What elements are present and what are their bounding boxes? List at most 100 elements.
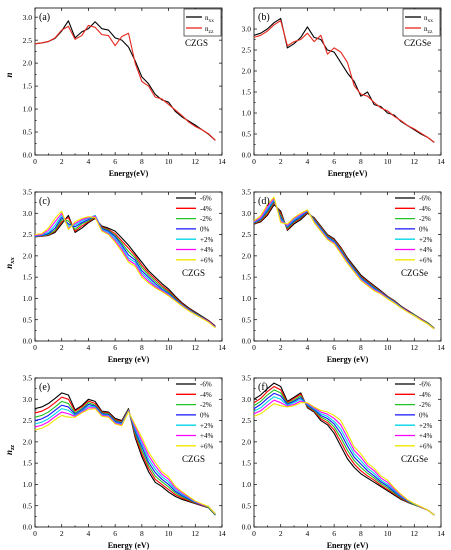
x-tick-label: 14 bbox=[218, 157, 226, 166]
panel-label: (f) bbox=[258, 382, 268, 393]
y-tick-label: 1.5 bbox=[23, 273, 33, 282]
x-tick-label: 14 bbox=[437, 157, 445, 166]
series-line bbox=[253, 196, 435, 330]
series-line bbox=[253, 204, 435, 329]
y-tick-label: 0.0 bbox=[23, 151, 33, 160]
y-tick-label: 0.5 bbox=[242, 501, 252, 510]
x-axis-label: Energy (eV) bbox=[108, 541, 150, 550]
x-tick-label: 0 bbox=[33, 343, 37, 352]
x-tick-label: 10 bbox=[165, 529, 173, 538]
chart-panel: 0 2 4 6 8 10 12 14 0.0 0.5 1.0 1.5 2.0 2.5 3.0 Energy(e… bbox=[23, 7, 226, 178]
y-tick-label: 3.5 bbox=[23, 374, 33, 383]
legend-label: +2% bbox=[419, 422, 432, 430]
x-axis-label: Energy (eV) bbox=[327, 541, 369, 550]
x-tick-label: 10 bbox=[165, 157, 173, 166]
x-tick-label: 12 bbox=[192, 529, 200, 538]
chart-panel: 0 2 4 6 8 10 12 14 0.0 0.5 1.0 1.5 2.0 2.5 3.0 Energy(e… bbox=[242, 7, 445, 178]
y-tick-label: 3.0 bbox=[23, 395, 33, 404]
legend-label: -6% bbox=[200, 381, 212, 389]
x-tick-label: 6 bbox=[332, 529, 336, 538]
x-tick-label: 0 bbox=[33, 157, 37, 166]
x-tick-label: 2 bbox=[60, 343, 64, 352]
y-tick-label: 0.0 bbox=[242, 151, 252, 160]
series-line bbox=[253, 385, 435, 516]
x-axis-label: Energy (eV) bbox=[108, 355, 150, 364]
y-tick-label: 3.0 bbox=[23, 13, 33, 22]
y-tick-label: 1.0 bbox=[242, 480, 252, 489]
chart-panel: 0 2 4 6 8 10 12 14 0.0 0.5 1.0 1.5 2.0 2.5 3.0 3.5 Energ… bbox=[23, 374, 226, 550]
x-tick-label: 2 bbox=[279, 343, 283, 352]
y-tick-label: 1.5 bbox=[23, 82, 33, 91]
panel-label: (a) bbox=[39, 12, 50, 23]
panel-label: (e) bbox=[39, 382, 50, 393]
x-tick-label: 12 bbox=[192, 343, 200, 352]
x-tick-label: 8 bbox=[140, 157, 144, 166]
legend-box bbox=[402, 8, 441, 37]
x-tick-label: 10 bbox=[384, 157, 392, 166]
chart-panel: 0 2 4 6 8 10 12 14 0.0 0.5 1.0 1.5 2.0 2.5 3.0 3.5 Energ… bbox=[23, 188, 226, 364]
legend-label: +4% bbox=[200, 432, 213, 440]
series-line bbox=[34, 24, 216, 141]
y-tick-label: 3.0 bbox=[242, 209, 252, 218]
legend-label: -2% bbox=[419, 215, 431, 223]
x-tick-label: 8 bbox=[359, 157, 363, 166]
y-tick-label: 0.5 bbox=[242, 130, 252, 139]
y-axis-label: nzz bbox=[4, 444, 16, 455]
x-axis-label: Energy(eV) bbox=[328, 169, 368, 178]
legend-label: +6% bbox=[200, 256, 213, 264]
series-line bbox=[34, 408, 216, 515]
x-tick-label: 8 bbox=[359, 529, 363, 538]
x-tick-label: 14 bbox=[218, 529, 226, 538]
x-axis-label: Energy (eV) bbox=[327, 355, 369, 364]
legend-label: -4% bbox=[200, 391, 212, 399]
panel-label: (b) bbox=[258, 12, 270, 23]
legend-label: +2% bbox=[200, 236, 213, 244]
series-line bbox=[253, 20, 435, 143]
legend-label-sub: zz bbox=[209, 29, 214, 35]
legend-label: +4% bbox=[419, 432, 432, 440]
y-tick-label: 0.5 bbox=[242, 315, 252, 324]
x-tick-label: 0 bbox=[252, 529, 256, 538]
x-tick-label: 14 bbox=[218, 343, 226, 352]
legend-label: -6% bbox=[419, 381, 431, 389]
legend-label: -4% bbox=[419, 205, 431, 213]
x-tick-label: 10 bbox=[384, 343, 392, 352]
y-tick-label: 2.0 bbox=[242, 67, 252, 76]
x-tick-label: 6 bbox=[332, 343, 336, 352]
x-tick-label: 8 bbox=[140, 343, 144, 352]
y-tick-label: 3.5 bbox=[242, 188, 252, 197]
x-tick-label: 6 bbox=[332, 157, 336, 166]
legend-box bbox=[183, 8, 222, 37]
legend-label: +6% bbox=[419, 442, 432, 450]
y-tick-label: 2.5 bbox=[23, 230, 33, 239]
legend-label-sub: xx bbox=[428, 18, 434, 24]
legend-label: +6% bbox=[419, 256, 432, 264]
y-tick-label: 1.0 bbox=[23, 105, 33, 114]
y-tick-label: 1.0 bbox=[242, 294, 252, 303]
legend-label: nzz bbox=[205, 25, 214, 35]
legend-label: +4% bbox=[200, 246, 213, 254]
plot-frame bbox=[34, 377, 223, 528]
legend-label: -2% bbox=[200, 215, 212, 223]
y-tick-label: 3.5 bbox=[242, 374, 252, 383]
material-label: CZGS bbox=[185, 38, 208, 48]
x-tick-label: 12 bbox=[411, 343, 419, 352]
material-label: CZGS bbox=[182, 454, 205, 464]
series-line bbox=[253, 402, 435, 516]
x-tick-label: 4 bbox=[306, 343, 310, 352]
x-tick-label: 0 bbox=[252, 343, 256, 352]
x-tick-label: 10 bbox=[165, 343, 173, 352]
legend-label: nxx bbox=[205, 14, 214, 24]
material-label: CZGSe bbox=[404, 38, 431, 48]
chart-panel: 0 2 4 6 8 10 12 14 0.0 0.5 1.0 1.5 2.0 2.5 3.0 3.5 Energ… bbox=[242, 188, 445, 364]
panel-label: (d) bbox=[258, 196, 270, 207]
y-axis-label-sub: zz bbox=[9, 444, 16, 451]
y-tick-label: 2.5 bbox=[23, 416, 33, 425]
x-tick-label: 8 bbox=[140, 529, 144, 538]
y-tick-label: 1.0 bbox=[23, 294, 33, 303]
x-tick-label: 6 bbox=[113, 157, 117, 166]
legend-label: -6% bbox=[419, 195, 431, 203]
y-tick-label: 2.0 bbox=[23, 251, 33, 260]
legend-label: -2% bbox=[200, 401, 212, 409]
